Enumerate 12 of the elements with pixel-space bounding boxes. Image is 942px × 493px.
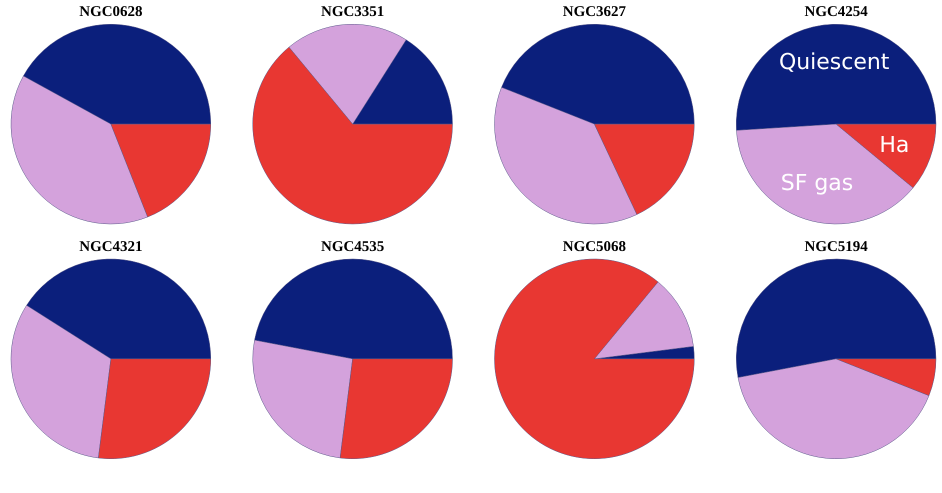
slice-label: Ha (879, 133, 910, 158)
chart-title: NGC3351 (321, 4, 384, 20)
chart-title: NGC4254 (804, 4, 868, 20)
slice-label: SF gas (780, 171, 854, 196)
pie-slice (494, 258, 695, 459)
slice-label: Quiescent (778, 50, 890, 76)
chart-title: NGC4535 (321, 238, 384, 255)
chart-title: NGC3627 (562, 4, 626, 20)
chart-title: NGC0628 (79, 4, 142, 20)
chart-title: NGC4321 (79, 238, 142, 255)
chart-title: NGC5068 (562, 238, 626, 255)
chart-title: NGC5194 (804, 238, 868, 255)
